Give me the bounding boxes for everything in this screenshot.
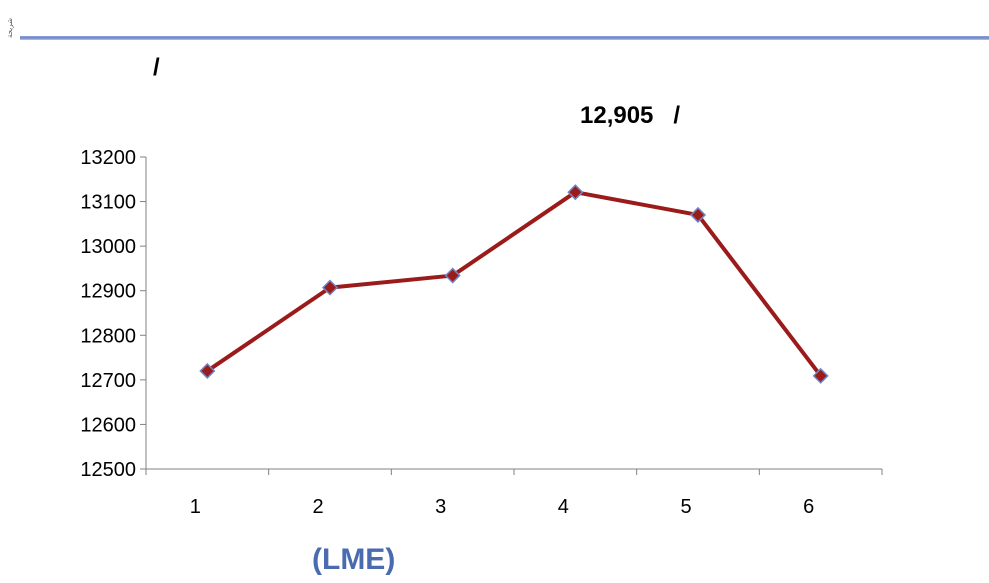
- x-tick-label: 6: [803, 496, 814, 518]
- y-tick-label: 12600: [80, 414, 136, 436]
- data-point-marker: [812, 367, 829, 384]
- data-point-marker: [444, 267, 461, 284]
- subtitle: /: [153, 54, 160, 81]
- x-tick-label: 1: [190, 496, 201, 518]
- y-tick-label: 12900: [80, 281, 136, 303]
- y-tick-label: 13000: [80, 236, 136, 258]
- x-tick-label: 2: [312, 496, 323, 518]
- y-tick-label: 13200: [80, 147, 136, 169]
- y-tick-label: 13100: [80, 192, 136, 214]
- data-point-marker: [567, 184, 584, 201]
- data-point-marker: [321, 279, 339, 296]
- data-point-marker: [689, 206, 707, 224]
- series-line: [206, 190, 823, 378]
- y-tick-label: 12800: [80, 325, 136, 347]
- x-tick-label: 5: [680, 496, 691, 518]
- footer-label: (LME): [312, 543, 396, 576]
- x-tick-label: 4: [558, 496, 569, 518]
- y-tick-label: 12700: [80, 370, 136, 392]
- data-point-marker: [199, 362, 216, 380]
- chart-ticks: 12500 12600 12700 12800 12900 13000 13100 13200…: [80, 147, 883, 518]
- chart-series: [199, 184, 829, 384]
- y-tick-label: 12500: [80, 459, 136, 481]
- chart-title: 12,905 /: [580, 102, 681, 129]
- x-tick-label: 3: [435, 496, 446, 518]
- header-rule: [20, 36, 989, 40]
